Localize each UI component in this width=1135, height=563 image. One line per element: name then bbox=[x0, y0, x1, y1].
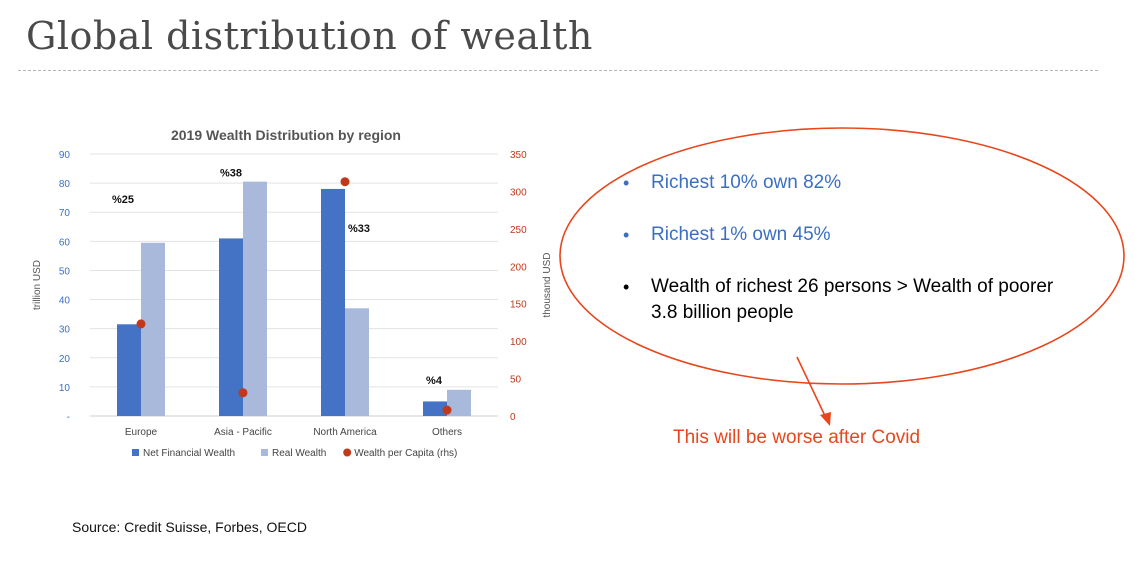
bar-annotation: %4 bbox=[426, 375, 443, 387]
y2-tick-label: 300 bbox=[510, 187, 527, 198]
bullet-dot-icon: • bbox=[623, 225, 630, 245]
wealth-per-capita-point bbox=[136, 319, 146, 329]
bullet-text: Wealth of richest 26 persons > Wealth of… bbox=[651, 276, 1054, 323]
bar-real-wealth bbox=[141, 242, 165, 416]
y2-tick-label: 350 bbox=[510, 150, 527, 161]
y-tick-label: 30 bbox=[59, 325, 71, 336]
y2-axis-title: thousand USD bbox=[542, 252, 553, 317]
bullet-list: • Richest 10% own 82% • Richest 1% own 4… bbox=[623, 170, 1063, 352]
wealth-per-capita-point bbox=[340, 177, 350, 187]
bar-annotation: %33 bbox=[348, 223, 370, 235]
source-note: Source: Credit Suisse, Forbes, OECD bbox=[72, 519, 307, 535]
bullet-item: • Richest 10% own 82% bbox=[623, 170, 1063, 196]
y2-tick-label: 250 bbox=[510, 225, 527, 236]
legend-label: Net Financial Wealth bbox=[143, 448, 235, 459]
x-tick-label: Others bbox=[432, 427, 462, 438]
y-tick-label: - bbox=[67, 412, 70, 423]
x-tick-label: North America bbox=[313, 427, 377, 438]
legend-swatch bbox=[132, 449, 139, 456]
y2-tick-label: 100 bbox=[510, 337, 527, 348]
title-divider bbox=[18, 70, 1098, 71]
covid-callout-text: This will be worse after Covid bbox=[673, 427, 921, 448]
x-tick-label: Europe bbox=[125, 427, 158, 438]
bullet-text: Richest 1% own 45% bbox=[651, 224, 831, 245]
y-tick-label: 40 bbox=[59, 296, 71, 307]
bar-net-financial-wealth bbox=[219, 238, 243, 416]
bar-net-financial-wealth bbox=[423, 401, 447, 416]
legend-label: Wealth per Capita (rhs) bbox=[354, 448, 457, 459]
wealth-per-capita-point bbox=[238, 388, 248, 398]
bullet-item: • Richest 1% own 45% bbox=[623, 222, 1063, 248]
bar-net-financial-wealth bbox=[117, 324, 141, 416]
x-tick-label: Asia - Pacific bbox=[214, 427, 272, 438]
bullet-dot-icon: • bbox=[623, 173, 630, 193]
bar-annotation: %38 bbox=[220, 168, 242, 180]
y-axis-title: trillion USD bbox=[32, 260, 43, 310]
legend-swatch bbox=[343, 448, 352, 457]
y-tick-label: 20 bbox=[59, 354, 71, 365]
bar-net-financial-wealth bbox=[321, 188, 345, 416]
slide-title: Global distribution of wealth bbox=[26, 14, 593, 58]
y-tick-label: 50 bbox=[59, 266, 71, 277]
legend-label: Real Wealth bbox=[272, 448, 326, 459]
bar-real-wealth bbox=[345, 308, 369, 416]
y-tick-label: 60 bbox=[59, 237, 71, 248]
chart-title: 2019 Wealth Distribution by region bbox=[171, 127, 401, 143]
y2-tick-label: 50 bbox=[510, 375, 522, 386]
y-tick-label: 70 bbox=[59, 208, 71, 219]
y2-tick-label: 150 bbox=[510, 300, 527, 311]
bullet-text: Richest 10% own 82% bbox=[651, 172, 842, 193]
bullet-item: • Wealth of richest 26 persons > Wealth … bbox=[623, 274, 1063, 326]
y-tick-label: 80 bbox=[59, 179, 71, 190]
wealth-per-capita-point bbox=[442, 405, 452, 415]
y2-tick-label: 200 bbox=[510, 262, 527, 273]
y-tick-label: 10 bbox=[59, 383, 71, 394]
y-tick-label: 90 bbox=[59, 150, 71, 161]
y2-tick-label: 0 bbox=[510, 412, 516, 423]
bullet-dot-icon: • bbox=[623, 277, 630, 297]
bar-annotation: %25 bbox=[112, 194, 134, 206]
bar-real-wealth bbox=[243, 181, 267, 416]
legend-swatch bbox=[261, 449, 268, 456]
